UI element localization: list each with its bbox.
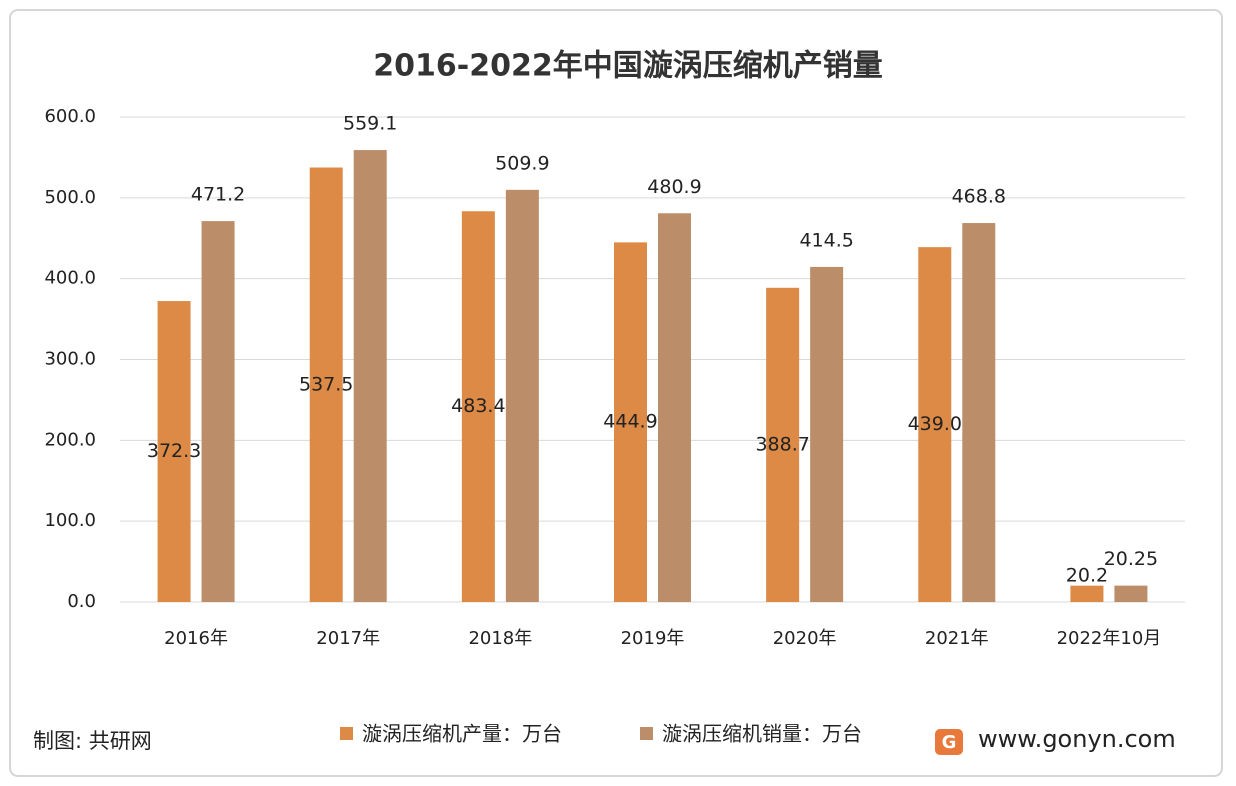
y-tick-label: 300.0 bbox=[44, 349, 96, 370]
logo-icon bbox=[935, 729, 963, 755]
source: 制图: 共研网 bbox=[33, 729, 152, 753]
data-label: 388.7 bbox=[755, 433, 809, 455]
y-tick-label: 400.0 bbox=[44, 268, 96, 289]
x-tick-label: 2016年 bbox=[164, 628, 228, 649]
website: www.gonyn.com bbox=[978, 725, 1176, 753]
data-label: 509.9 bbox=[495, 152, 549, 174]
bar bbox=[1114, 585, 1148, 602]
data-label: 372.3 bbox=[147, 440, 201, 462]
x-tick-label: 2019年 bbox=[621, 628, 685, 649]
legend-label: 漩涡压缩机产量：万台 bbox=[362, 722, 562, 746]
bar bbox=[1070, 585, 1104, 602]
data-label: 468.8 bbox=[952, 186, 1006, 208]
y-tick-label: 600.0 bbox=[44, 106, 96, 127]
legend-swatch bbox=[340, 727, 353, 740]
legend-swatch bbox=[640, 727, 653, 740]
data-label: 483.4 bbox=[451, 395, 505, 417]
data-label: 414.5 bbox=[799, 229, 853, 251]
legend-label: 漩涡压缩机销量：万台 bbox=[662, 722, 862, 746]
y-tick-label: 100.0 bbox=[44, 510, 96, 531]
bar bbox=[505, 189, 539, 603]
bar bbox=[309, 167, 343, 603]
bar bbox=[810, 266, 844, 602]
chart-title: 2016-2022年中国漩涡压缩机产销量 bbox=[373, 49, 882, 84]
data-label: 439.0 bbox=[908, 413, 962, 435]
y-tick-label: 500.0 bbox=[44, 187, 96, 208]
bar bbox=[658, 213, 691, 602]
x-tick-label: 2021年 bbox=[925, 628, 989, 649]
x-tick-label: 2018年 bbox=[468, 628, 532, 649]
data-label: 480.9 bbox=[647, 176, 701, 198]
data-label: 537.5 bbox=[299, 373, 353, 395]
y-tick-label: 0.0 bbox=[67, 591, 96, 612]
data-label: 559.1 bbox=[343, 113, 397, 135]
logo-letter: G bbox=[942, 732, 957, 753]
x-tick-label: 2020年 bbox=[773, 628, 837, 649]
bar bbox=[766, 287, 800, 602]
data-label: 444.9 bbox=[603, 411, 657, 433]
logo: G bbox=[935, 729, 963, 755]
bar bbox=[353, 150, 387, 602]
x-tick-label: 2017年 bbox=[316, 628, 380, 649]
bar bbox=[614, 242, 647, 602]
bar bbox=[962, 223, 996, 602]
data-label: 20.25 bbox=[1104, 548, 1158, 570]
bar bbox=[201, 221, 235, 602]
bar bbox=[461, 211, 495, 603]
y-tick-label: 200.0 bbox=[44, 429, 96, 450]
bar bbox=[918, 247, 952, 602]
data-label: 20.2 bbox=[1066, 565, 1108, 587]
bar bbox=[157, 301, 191, 602]
data-label: 471.2 bbox=[191, 184, 245, 206]
x-tick-label: 2022年10月 bbox=[1057, 628, 1162, 649]
